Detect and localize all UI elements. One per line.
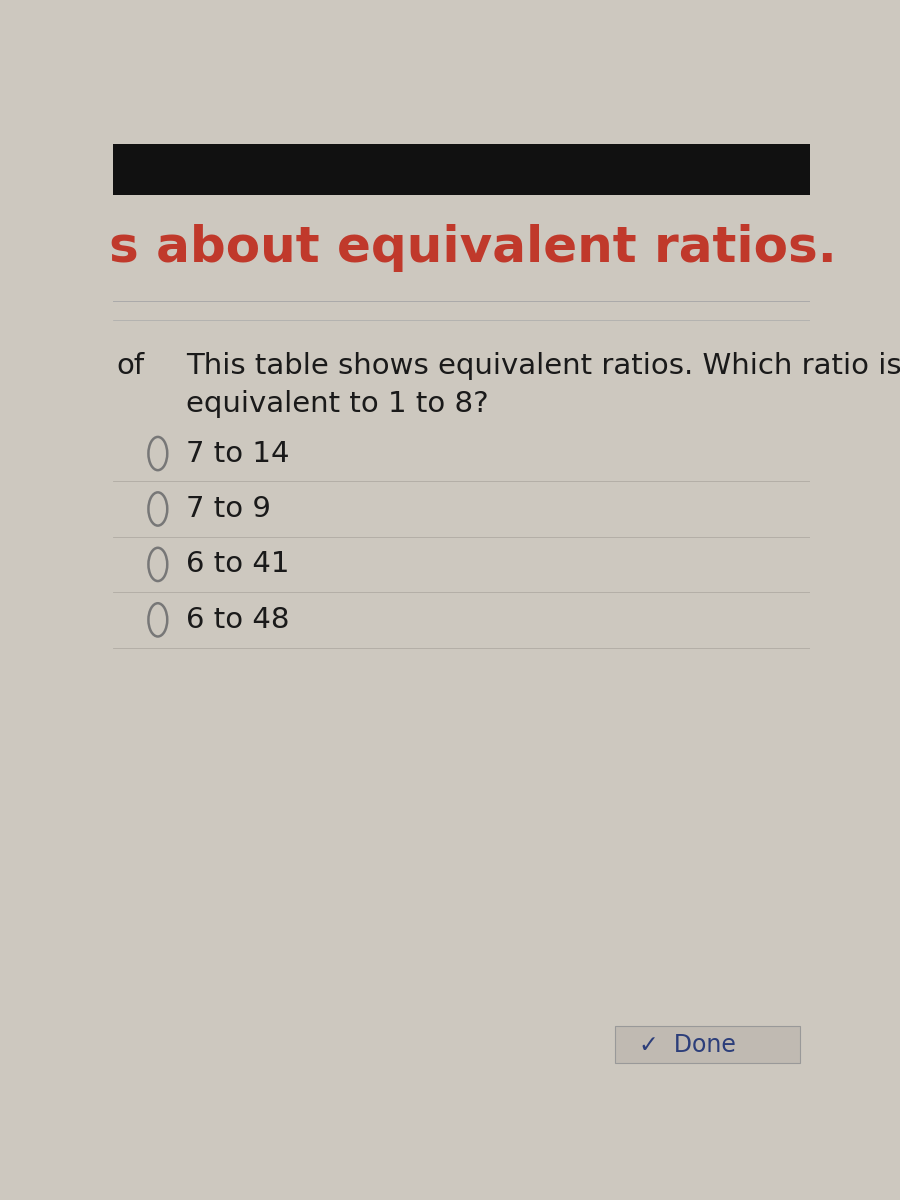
Text: s about equivalent ratios.: s about equivalent ratios. xyxy=(109,224,837,272)
Text: 7 to 14: 7 to 14 xyxy=(185,439,289,468)
Bar xyxy=(615,1026,799,1063)
Text: 6 to 41: 6 to 41 xyxy=(185,551,289,578)
Text: 7 to 9: 7 to 9 xyxy=(185,494,271,523)
Text: ✓  Done: ✓ Done xyxy=(639,1033,736,1057)
Bar xyxy=(112,144,810,194)
Bar xyxy=(112,194,810,301)
Text: 6 to 48: 6 to 48 xyxy=(185,606,289,634)
Text: of: of xyxy=(116,352,144,380)
Text: This table shows equivalent ratios. Which ratio is
equivalent to 1 to 8?: This table shows equivalent ratios. Whic… xyxy=(185,352,900,418)
